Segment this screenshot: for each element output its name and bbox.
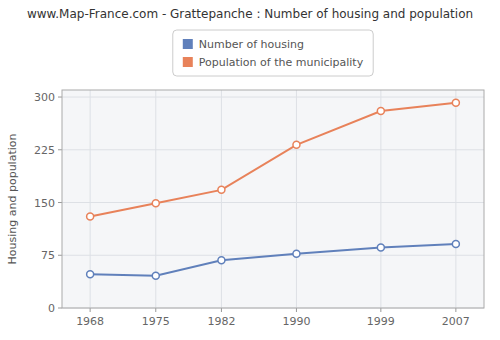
tick-mark (380, 308, 381, 312)
point (293, 250, 300, 257)
legend-box (173, 30, 373, 76)
legend-label: Number of housing (199, 38, 304, 51)
grid-line (296, 90, 297, 308)
grid-line (62, 149, 484, 150)
grid-line (221, 90, 222, 308)
tick-label: 225 (34, 144, 55, 157)
point (152, 200, 159, 207)
tick-label: 0 (48, 302, 55, 315)
tick-label: 1982 (207, 315, 235, 328)
point (218, 257, 225, 264)
series-line (90, 244, 456, 276)
grid-line (62, 97, 484, 98)
tick-label: 300 (34, 91, 55, 104)
point (87, 271, 94, 278)
grid-line (380, 90, 381, 308)
tick-mark (58, 308, 62, 309)
tick-mark (221, 308, 222, 312)
point (452, 99, 459, 106)
tick-label: 1975 (142, 315, 170, 328)
tick-label: 1999 (367, 315, 395, 328)
grid-line (455, 90, 456, 308)
legend-label: Population of the municipality (199, 56, 364, 69)
tick-label: 75 (41, 249, 55, 262)
legend-swatch (183, 39, 193, 49)
point (452, 241, 459, 248)
point (218, 186, 225, 193)
tick-label: 1990 (282, 315, 310, 328)
tick-mark (455, 308, 456, 312)
tick-label: 2007 (442, 315, 470, 328)
tick-label: 150 (34, 197, 55, 210)
tick-mark (58, 149, 62, 150)
series-line (90, 103, 456, 217)
point (293, 141, 300, 148)
grid-line (62, 202, 484, 203)
point (377, 244, 384, 251)
title: www.Map-France.com - Grattepanche : Numb… (27, 7, 473, 21)
tick-mark (58, 202, 62, 203)
plot-frame (62, 90, 484, 308)
plot-background (62, 90, 484, 308)
tick-label: 1968 (76, 315, 104, 328)
tick-mark (296, 308, 297, 312)
tick-mark (155, 308, 156, 312)
legend-swatch (183, 57, 193, 67)
point (87, 213, 94, 220)
point (377, 108, 384, 115)
chart: www.Map-France.com - Grattepanche : Numb… (0, 0, 500, 340)
tick-mark (58, 255, 62, 256)
legend: Number of housing Population of the munic… (173, 30, 373, 76)
axis-label: Housing and population (6, 134, 19, 265)
tick-mark (58, 97, 62, 98)
tick-mark (90, 308, 91, 312)
point (152, 272, 159, 279)
series-group (87, 99, 460, 279)
